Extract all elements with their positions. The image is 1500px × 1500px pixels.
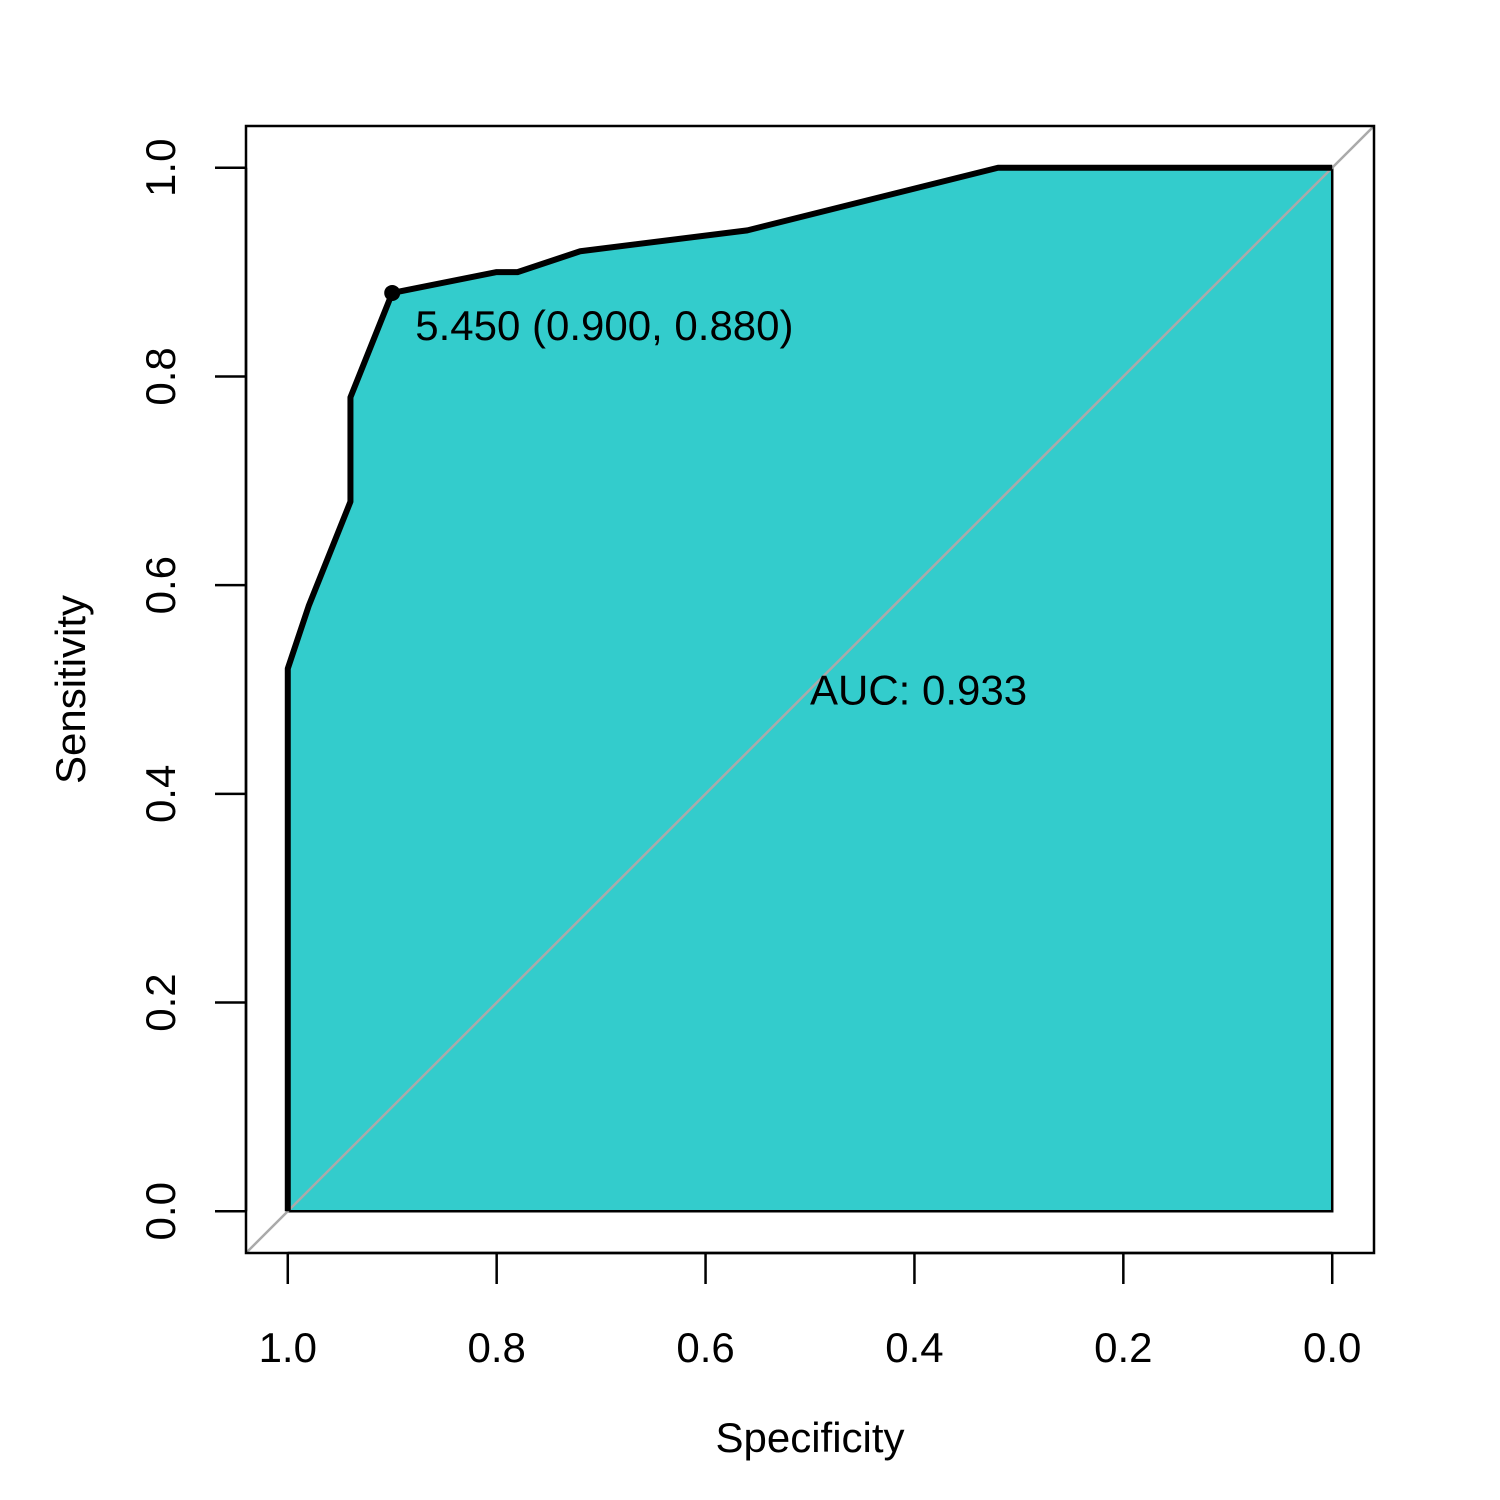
best-threshold-label: 5.450 (0.900, 0.880): [415, 302, 793, 349]
x-axis-title: Specificity: [715, 1414, 904, 1461]
auc-label: AUC: 0.933: [810, 667, 1027, 714]
y-tick-label: 0.0: [137, 1182, 184, 1240]
reference-diagonal: [245, 125, 1375, 1254]
y-tick-label: 0.2: [137, 973, 184, 1031]
y-tick-label: 0.4: [137, 765, 184, 823]
y-tick-label: 1.0: [137, 139, 184, 197]
y-axis-title: Sensitivity: [47, 595, 94, 784]
roc-curve-layer: [284, 164, 1333, 1212]
y-tick-label: 0.6: [137, 556, 184, 614]
x-tick-label: 0.2: [1094, 1324, 1152, 1371]
reference-line-layer: [245, 125, 1375, 1254]
x-axis: 1.0 0.8 0.6 0.4 0.2 0.0: [259, 1251, 1361, 1371]
y-axis: 0.0 0.2 0.4 0.6 0.8 1.0: [137, 139, 248, 1240]
x-tick-label: 1.0: [259, 1324, 317, 1371]
x-tick-label: 0.4: [885, 1324, 943, 1371]
x-tick-label: 0.6: [676, 1324, 734, 1371]
best-threshold-point: [384, 284, 401, 301]
x-tick-label: 0.8: [467, 1324, 525, 1371]
roc-curve: [284, 164, 1333, 1212]
y-tick-label: 0.8: [137, 347, 184, 405]
x-tick-label: 0.0: [1303, 1324, 1361, 1371]
